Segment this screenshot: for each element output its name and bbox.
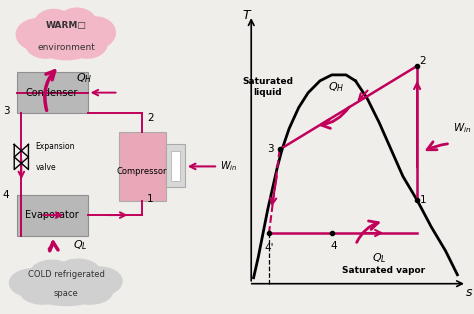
Text: 4': 4' — [264, 243, 274, 253]
Text: environment: environment — [37, 43, 95, 51]
Text: 2: 2 — [147, 113, 154, 123]
Ellipse shape — [16, 19, 58, 50]
Text: $Q_L$: $Q_L$ — [372, 252, 386, 265]
Text: 3: 3 — [267, 144, 273, 154]
Ellipse shape — [30, 260, 75, 289]
Text: valve: valve — [36, 164, 56, 172]
Text: Evaporator: Evaporator — [25, 210, 79, 220]
Ellipse shape — [9, 269, 57, 297]
Text: space: space — [54, 289, 79, 298]
Text: Saturated vapor: Saturated vapor — [342, 266, 426, 275]
Ellipse shape — [76, 17, 115, 48]
Ellipse shape — [26, 30, 65, 58]
Ellipse shape — [67, 279, 113, 304]
Ellipse shape — [30, 16, 103, 60]
Text: $W_{in}$: $W_{in}$ — [220, 160, 238, 173]
FancyBboxPatch shape — [118, 132, 166, 201]
Ellipse shape — [67, 30, 107, 58]
Text: Condenser: Condenser — [26, 88, 78, 98]
FancyBboxPatch shape — [171, 151, 180, 181]
Text: Saturated
liquid: Saturated liquid — [242, 77, 293, 96]
Text: s: s — [466, 286, 473, 299]
Ellipse shape — [34, 9, 73, 41]
Text: 4: 4 — [3, 190, 9, 200]
Text: WARM□: WARM□ — [46, 21, 87, 30]
FancyBboxPatch shape — [166, 144, 185, 187]
Text: T: T — [243, 9, 250, 22]
Text: 2: 2 — [420, 57, 426, 67]
FancyBboxPatch shape — [17, 195, 88, 236]
Text: 1: 1 — [147, 194, 154, 204]
FancyBboxPatch shape — [17, 72, 88, 113]
Text: $Q_H$: $Q_H$ — [76, 72, 92, 85]
Text: $W_{in}$: $W_{in}$ — [453, 122, 471, 135]
Text: $Q_H$: $Q_H$ — [328, 80, 345, 94]
Text: COLD refrigerated: COLD refrigerated — [28, 270, 105, 279]
Ellipse shape — [25, 266, 108, 306]
Ellipse shape — [77, 267, 122, 295]
Text: 3: 3 — [3, 106, 9, 116]
Ellipse shape — [56, 259, 100, 287]
Text: Expansion: Expansion — [36, 142, 75, 150]
Text: 4: 4 — [331, 241, 337, 252]
Text: 1: 1 — [420, 195, 426, 205]
Ellipse shape — [57, 8, 97, 40]
Ellipse shape — [20, 279, 65, 304]
Text: $Q_L$: $Q_L$ — [73, 238, 88, 252]
Text: Compressor: Compressor — [117, 167, 167, 176]
